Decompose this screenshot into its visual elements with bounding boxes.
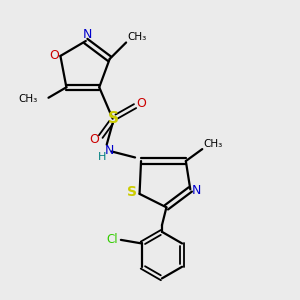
- Text: S: S: [127, 185, 137, 200]
- Text: O: O: [89, 133, 99, 146]
- Text: CH₃: CH₃: [18, 94, 37, 104]
- Text: CH₃: CH₃: [128, 32, 147, 42]
- Text: N: N: [104, 144, 114, 157]
- Text: CH₃: CH₃: [204, 139, 223, 149]
- Text: O: O: [49, 49, 59, 62]
- Text: S: S: [108, 111, 119, 126]
- Text: Cl: Cl: [106, 233, 118, 246]
- Text: H: H: [98, 152, 106, 162]
- Text: N: N: [82, 28, 92, 41]
- Text: N: N: [192, 184, 202, 196]
- Text: O: O: [137, 97, 147, 110]
